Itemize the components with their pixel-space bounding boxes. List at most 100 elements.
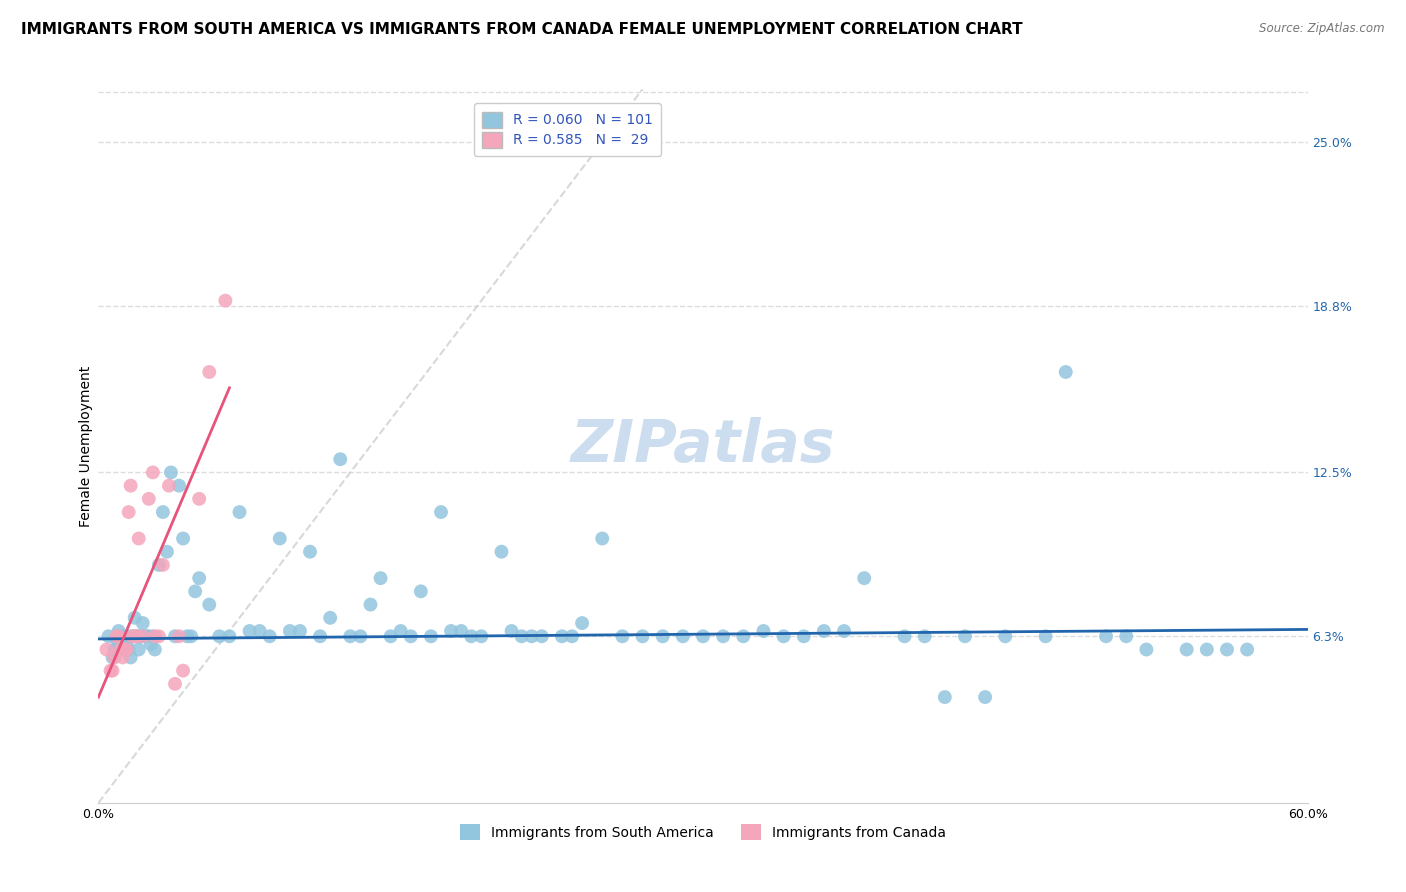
Point [120,650,142,665]
Point [1135,642,1157,657]
Point [107,624,129,638]
Point [105,632,128,646]
Point [176,629,198,643]
Point [793,629,815,643]
Point [120,478,142,492]
Point [198,598,221,612]
Point [612,629,634,643]
Point [269,532,291,546]
Point [460,629,482,643]
Point [114,642,136,657]
Point [1216,642,1239,657]
Point [132,616,155,631]
Point [198,365,221,379]
Point [208,629,231,643]
Point [288,624,311,638]
Point [148,629,170,643]
Text: IMMIGRANTS FROM SOUTH AMERICA VS IMMIGRANTS FROM CANADA FEMALE UNEMPLOYMENT CORR: IMMIGRANTS FROM SOUTH AMERICA VS IMMIGRA… [21,22,1022,37]
Point [172,664,194,678]
Point [520,629,543,643]
Point [1095,629,1118,643]
Point [491,545,513,559]
Point [278,624,301,638]
Point [96,642,118,657]
Point [101,650,124,665]
Point [188,571,211,585]
Point [1035,629,1057,643]
Point [107,637,129,651]
Point [188,491,211,506]
Point [651,629,673,643]
Point [1115,629,1137,643]
Point [591,532,613,546]
Point [125,629,148,643]
Point [118,642,141,657]
Point [97,629,120,643]
Point [239,624,262,638]
Point [329,452,352,467]
Point [631,629,654,643]
Point [953,629,976,643]
Point [128,629,150,643]
Point [974,690,997,704]
Point [163,629,186,643]
Point [156,545,179,559]
Point [115,642,138,657]
Point [832,624,855,638]
Point [184,584,207,599]
Point [125,629,148,643]
Point [561,629,583,643]
Point [299,545,322,559]
Point [157,478,180,492]
Point [124,629,146,643]
Point [813,624,835,638]
Point [733,629,755,643]
Point [420,629,443,643]
Point [160,466,183,480]
Point [148,558,170,572]
Point [129,629,152,643]
Point [501,624,523,638]
Point [228,505,250,519]
Point [152,505,174,519]
Point [111,650,134,665]
Point [152,558,174,572]
Point [510,629,533,643]
Point [218,629,240,643]
Point [214,293,236,308]
Point [118,629,141,643]
Point [1175,642,1198,657]
Point [121,629,143,643]
Point [103,642,125,657]
Point [163,677,186,691]
Point [339,629,361,643]
Point [135,629,157,643]
Point [440,624,463,638]
Point [430,505,453,519]
Point [172,532,194,546]
Point [138,629,160,643]
Point [380,629,402,643]
Point [142,466,165,480]
Point [893,629,915,643]
Point [752,624,775,638]
Point [128,642,150,657]
Point [370,571,392,585]
Point [772,629,794,643]
Point [167,478,190,492]
Point [118,505,141,519]
Point [551,629,574,643]
Point [105,629,128,643]
Point [100,664,122,678]
Point [1195,642,1218,657]
Point [180,629,202,643]
Point [111,629,134,643]
Point [853,571,876,585]
Point [249,624,271,638]
Point [409,584,432,599]
Point [121,629,143,643]
Point [143,629,166,643]
Point [360,598,382,612]
Point [530,629,553,643]
Point [994,629,1017,643]
